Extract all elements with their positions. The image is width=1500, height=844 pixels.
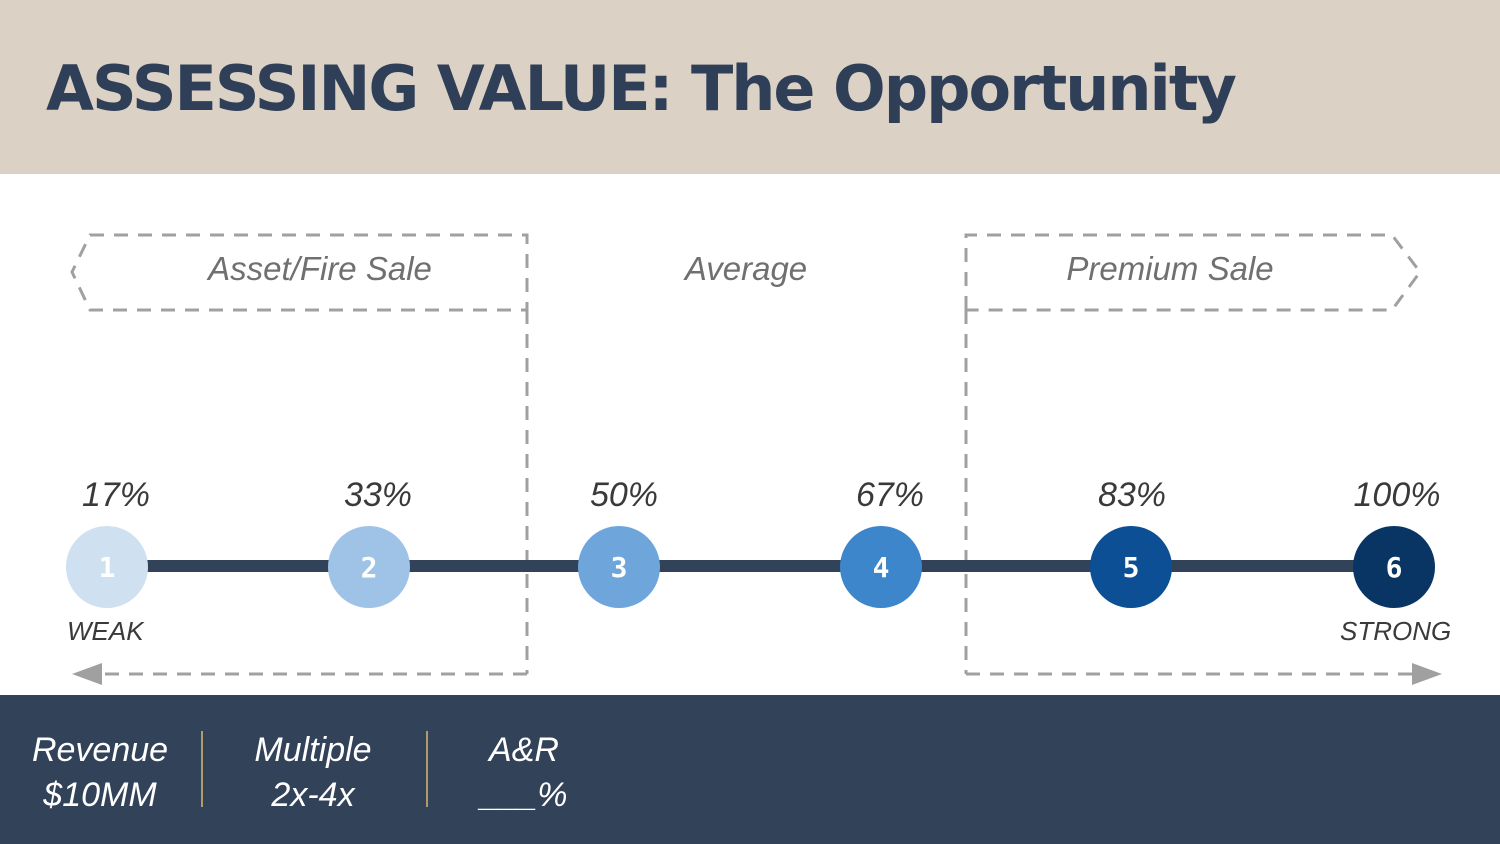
value-scale-diagram: Asset/Fire Sale Average Premium Sale 17%… xyxy=(0,174,1500,695)
zone-label-premium-sale: Premium Sale xyxy=(1066,250,1274,287)
left-arrow-icon xyxy=(72,663,102,685)
step-percent-6: 100% xyxy=(1353,476,1441,514)
step-node-4: 4 xyxy=(840,526,922,608)
step-node-3: 3 xyxy=(578,526,660,608)
premium-sale-outline xyxy=(964,233,1422,674)
step-node-5: 5 xyxy=(1090,526,1172,608)
metric-ar-value: ___% xyxy=(480,776,568,814)
step-percent-2: 33% xyxy=(343,476,413,514)
step-percent-4: 67% xyxy=(855,476,925,514)
step-node-6: 6 xyxy=(1353,526,1435,608)
right-arrow-icon xyxy=(1412,663,1442,685)
strong-label: STRONG xyxy=(1340,616,1452,646)
metric-revenue-value: $10MM xyxy=(43,776,157,814)
step-percent-1: 17% xyxy=(81,476,151,514)
weak-label: WEAK xyxy=(67,616,144,646)
metric-revenue: Revenue $10MM xyxy=(32,728,168,818)
metric-ar-label: A&R xyxy=(489,731,559,769)
header-band: ASSESSING VALUE: The Opportunity xyxy=(0,0,1500,174)
zone-outlines xyxy=(70,233,1442,685)
metric-divider xyxy=(201,731,203,807)
metrics-footer: Revenue $10MM Multiple 2x-4x A&R ___% xyxy=(0,695,1500,844)
metric-multiple-label: Multiple xyxy=(254,731,372,769)
metric-divider xyxy=(426,731,428,807)
metric-ar: A&R ___% xyxy=(481,728,568,818)
zone-label-asset-fire-sale: Asset/Fire Sale xyxy=(208,250,432,287)
asset-fire-sale-outline xyxy=(70,233,529,674)
step-node-1: 1 xyxy=(66,526,148,608)
metric-revenue-label: Revenue xyxy=(31,731,169,769)
page-title: ASSESSING VALUE: The Opportunity xyxy=(46,52,1237,125)
metric-multiple: Multiple 2x-4x xyxy=(254,728,371,818)
zone-label-average: Average xyxy=(684,250,808,287)
step-percent-3: 50% xyxy=(589,476,659,514)
step-percent-5: 83% xyxy=(1097,476,1167,514)
step-node-2: 2 xyxy=(328,526,410,608)
metric-multiple-value: 2x-4x xyxy=(271,776,355,814)
